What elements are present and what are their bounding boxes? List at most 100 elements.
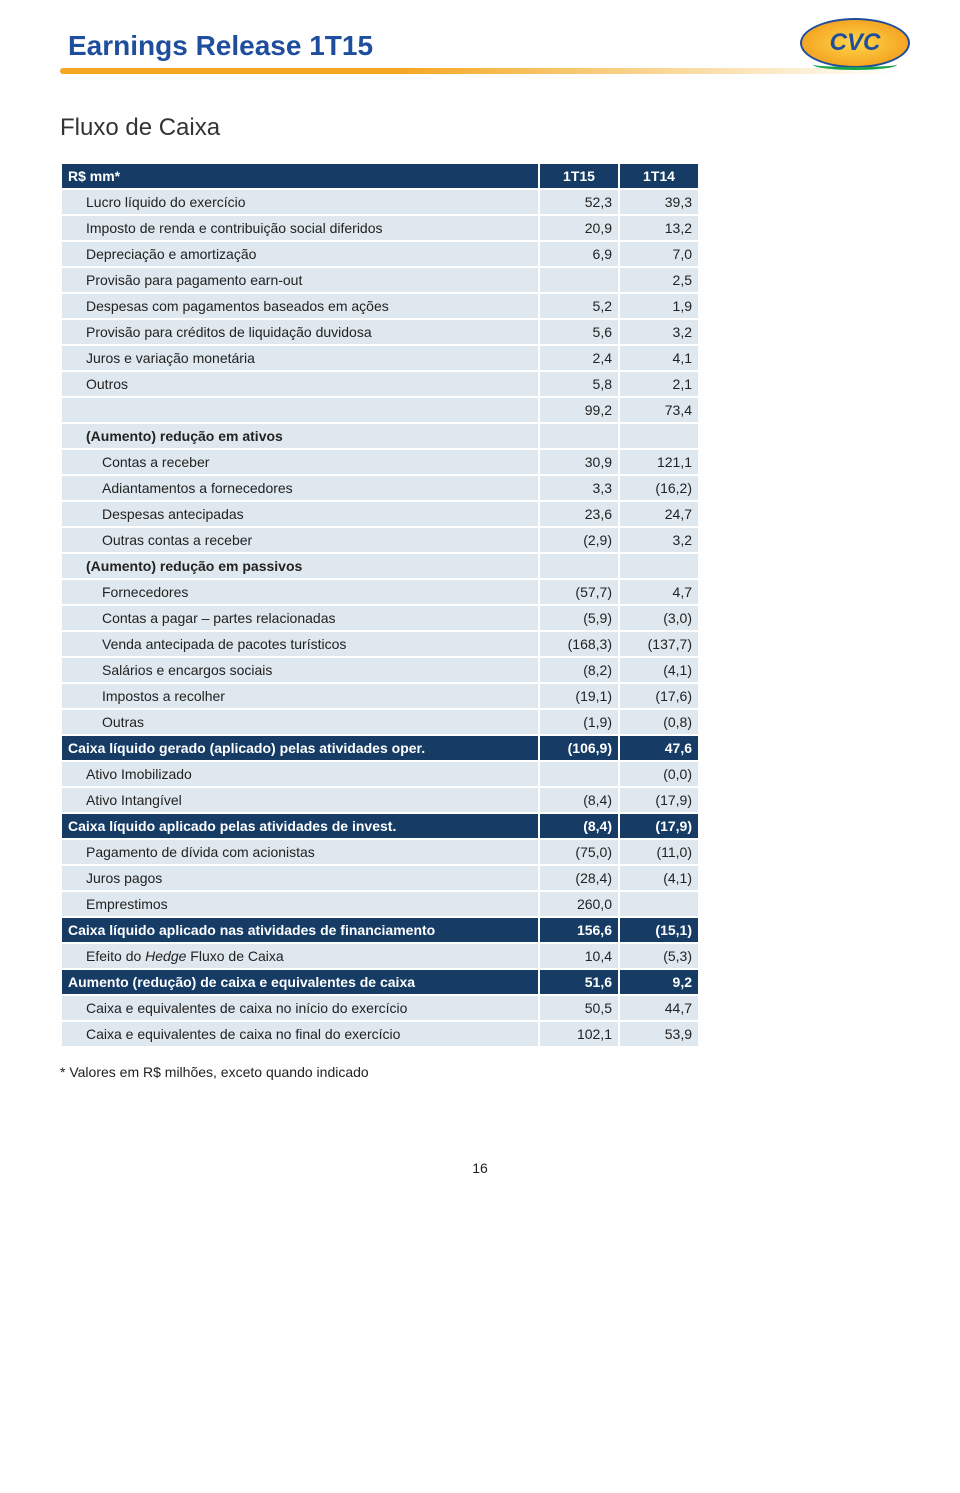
table-row: Outras(1,9)(0,8) bbox=[61, 709, 699, 735]
row-label: Contas a pagar – partes relacionadas bbox=[61, 605, 539, 631]
row-value-1t15: 20,9 bbox=[539, 215, 619, 241]
table-row: Pagamento de dívida com acionistas(75,0)… bbox=[61, 839, 699, 865]
footnote: * Valores em R$ milhões, exceto quando i… bbox=[60, 1064, 900, 1080]
table-row: (Aumento) redução em ativos bbox=[61, 423, 699, 449]
row-label: Ativo Intangível bbox=[61, 787, 539, 813]
row-value-1t14: 39,3 bbox=[619, 189, 699, 215]
table-row: Fornecedores(57,7)4,7 bbox=[61, 579, 699, 605]
table-row: 99,273,4 bbox=[61, 397, 699, 423]
row-label: Caixa e equivalentes de caixa no início … bbox=[61, 995, 539, 1021]
table-row: Emprestimos260,0 bbox=[61, 891, 699, 917]
table-row: Outros5,82,1 bbox=[61, 371, 699, 397]
row-label: Despesas com pagamentos baseados em açõe… bbox=[61, 293, 539, 319]
row-label: Venda antecipada de pacotes turísticos bbox=[61, 631, 539, 657]
row-value-1t14: (11,0) bbox=[619, 839, 699, 865]
row-value-1t14: 13,2 bbox=[619, 215, 699, 241]
row-value-1t14: (137,7) bbox=[619, 631, 699, 657]
row-value-1t15: 260,0 bbox=[539, 891, 619, 917]
row-value-1t14: (17,9) bbox=[619, 787, 699, 813]
table-row: Juros e variação monetária2,44,1 bbox=[61, 345, 699, 371]
row-value-1t14: 1,9 bbox=[619, 293, 699, 319]
row-value-1t15: (168,3) bbox=[539, 631, 619, 657]
row-value-1t15: 99,2 bbox=[539, 397, 619, 423]
row-value-1t14: (0,8) bbox=[619, 709, 699, 735]
row-value-1t15: 50,5 bbox=[539, 995, 619, 1021]
row-value-1t15 bbox=[539, 267, 619, 293]
row-value-1t14: 3,2 bbox=[619, 319, 699, 345]
row-value-1t14: 4,7 bbox=[619, 579, 699, 605]
table-row: (Aumento) redução em passivos bbox=[61, 553, 699, 579]
row-value-1t14: 73,4 bbox=[619, 397, 699, 423]
row-value-1t14: (17,6) bbox=[619, 683, 699, 709]
row-value-1t15 bbox=[539, 761, 619, 787]
row-label: Outros bbox=[61, 371, 539, 397]
row-value-1t14: (0,0) bbox=[619, 761, 699, 787]
col-1t15: 1T15 bbox=[539, 163, 619, 189]
row-value-1t14: (4,1) bbox=[619, 657, 699, 683]
col-label: R$ mm* bbox=[61, 163, 539, 189]
table-row: Efeito do Hedge Fluxo de Caixa10,4(5,3) bbox=[61, 943, 699, 969]
row-label: Caixa líquido aplicado pelas atividades … bbox=[61, 813, 539, 839]
row-label: Adiantamentos a fornecedores bbox=[61, 475, 539, 501]
cvc-logo-text: CVC bbox=[800, 18, 910, 68]
table-row: Contas a pagar – partes relacionadas(5,9… bbox=[61, 605, 699, 631]
section-title: Fluxo de Caixa bbox=[60, 114, 900, 142]
row-label: Impostos a recolher bbox=[61, 683, 539, 709]
row-value-1t14: 53,9 bbox=[619, 1021, 699, 1047]
row-value-1t15: (28,4) bbox=[539, 865, 619, 891]
table-row: Ativo Intangível(8,4)(17,9) bbox=[61, 787, 699, 813]
row-label: Provisão para pagamento earn-out bbox=[61, 267, 539, 293]
row-value-1t14: (16,2) bbox=[619, 475, 699, 501]
page-number: 16 bbox=[60, 1160, 900, 1176]
row-label: (Aumento) redução em passivos bbox=[61, 553, 539, 579]
row-value-1t15: (8,4) bbox=[539, 787, 619, 813]
row-value-1t15: (1,9) bbox=[539, 709, 619, 735]
header-title: Earnings Release 1T15 bbox=[60, 30, 900, 62]
table-row: Provisão para pagamento earn-out 2,5 bbox=[61, 267, 699, 293]
row-label: (Aumento) redução em ativos bbox=[61, 423, 539, 449]
row-value-1t15 bbox=[539, 553, 619, 579]
row-label: Despesas antecipadas bbox=[61, 501, 539, 527]
table-row: Contas a receber30,9121,1 bbox=[61, 449, 699, 475]
row-value-1t14: 44,7 bbox=[619, 995, 699, 1021]
row-label: Efeito do Hedge Fluxo de Caixa bbox=[61, 943, 539, 969]
table-row: Depreciação e amortização6,97,0 bbox=[61, 241, 699, 267]
row-value-1t15: 2,4 bbox=[539, 345, 619, 371]
row-value-1t14: 121,1 bbox=[619, 449, 699, 475]
row-value-1t15: 51,6 bbox=[539, 969, 619, 995]
row-value-1t14: 2,5 bbox=[619, 267, 699, 293]
row-value-1t15: 52,3 bbox=[539, 189, 619, 215]
table-row: Adiantamentos a fornecedores3,3(16,2) bbox=[61, 475, 699, 501]
row-value-1t14: (17,9) bbox=[619, 813, 699, 839]
row-value-1t15: (106,9) bbox=[539, 735, 619, 761]
table-row: Aumento (redução) de caixa e equivalente… bbox=[61, 969, 699, 995]
row-label: Caixa líquido gerado (aplicado) pelas at… bbox=[61, 735, 539, 761]
table-row: Venda antecipada de pacotes turísticos(1… bbox=[61, 631, 699, 657]
page-header: Earnings Release 1T15 CVC bbox=[60, 0, 900, 74]
row-value-1t15: (75,0) bbox=[539, 839, 619, 865]
row-label: Caixa líquido aplicado nas atividades de… bbox=[61, 917, 539, 943]
row-label: Outras contas a receber bbox=[61, 527, 539, 553]
row-label: Lucro líquido do exercício bbox=[61, 189, 539, 215]
row-label: Fornecedores bbox=[61, 579, 539, 605]
row-value-1t15: 30,9 bbox=[539, 449, 619, 475]
row-value-1t14: 4,1 bbox=[619, 345, 699, 371]
row-label: Juros pagos bbox=[61, 865, 539, 891]
row-value-1t15: 5,2 bbox=[539, 293, 619, 319]
row-value-1t14 bbox=[619, 423, 699, 449]
table-header-row: R$ mm* 1T15 1T14 bbox=[61, 163, 699, 189]
row-label: Contas a receber bbox=[61, 449, 539, 475]
table-row: Imposto de renda e contribuição social d… bbox=[61, 215, 699, 241]
row-value-1t14: 47,6 bbox=[619, 735, 699, 761]
table-row: Juros pagos(28,4)(4,1) bbox=[61, 865, 699, 891]
row-label: Pagamento de dívida com acionistas bbox=[61, 839, 539, 865]
row-value-1t15: (2,9) bbox=[539, 527, 619, 553]
header-underline bbox=[60, 68, 900, 74]
row-label: Juros e variação monetária bbox=[61, 345, 539, 371]
cash-flow-table: R$ mm* 1T15 1T14 Lucro líquido do exercí… bbox=[60, 162, 700, 1048]
row-label: Provisão para créditos de liquidação duv… bbox=[61, 319, 539, 345]
row-value-1t14: 24,7 bbox=[619, 501, 699, 527]
table-row: Caixa líquido aplicado pelas atividades … bbox=[61, 813, 699, 839]
row-label bbox=[61, 397, 539, 423]
table-row: Caixa e equivalentes de caixa no final d… bbox=[61, 1021, 699, 1047]
